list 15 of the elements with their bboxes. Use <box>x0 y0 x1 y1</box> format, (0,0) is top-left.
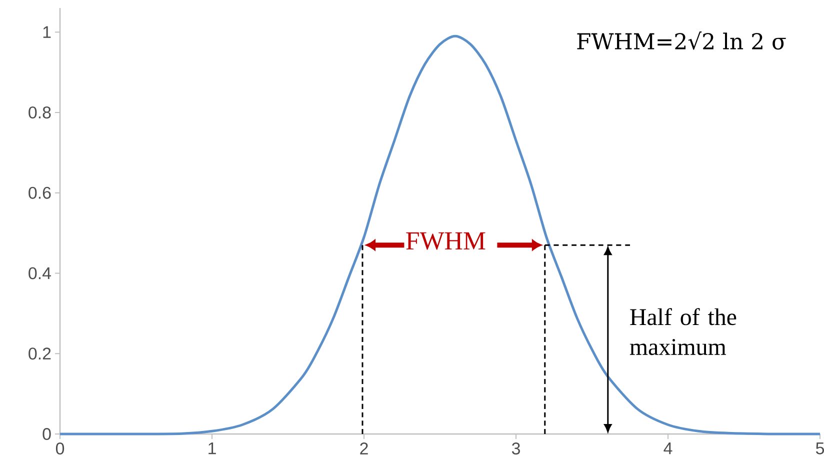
y-tick-label: 0.8 <box>28 106 51 118</box>
y-tick-label: 0.4 <box>28 267 51 280</box>
x-tick-label: 3 <box>512 442 520 454</box>
y-tick-label: 1 <box>43 26 51 38</box>
annotation: FWHM=2√2 ln 2 σ <box>577 32 786 50</box>
x-tick-label: 2 <box>360 442 368 454</box>
x-tick-label: 1 <box>208 442 216 454</box>
x-tick-label: 0 <box>56 442 64 454</box>
x-tick-label: 5 <box>816 442 824 454</box>
y-tick-label: 0.2 <box>28 348 51 360</box>
annotation: FWHM <box>406 232 486 250</box>
y-tick-label: 0 <box>42 428 51 440</box>
annotation: Half of the maximum <box>630 308 736 356</box>
x-tick-label: 4 <box>664 442 672 454</box>
y-tick-label: 0.6 <box>28 186 51 199</box>
